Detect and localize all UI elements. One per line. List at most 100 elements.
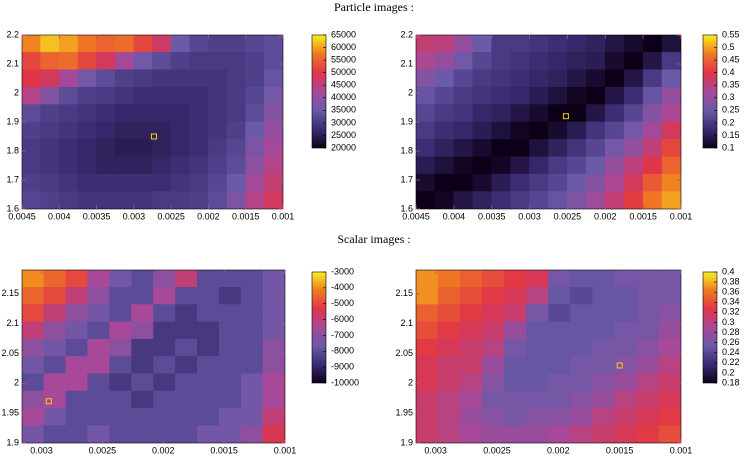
heat-cell bbox=[567, 104, 587, 123]
y-tick-label: 1.95 bbox=[395, 408, 413, 418]
x-tick-label: 0.004 bbox=[443, 211, 466, 221]
heat-cell bbox=[658, 373, 681, 392]
heat-cell bbox=[592, 425, 616, 443]
heat-cell bbox=[416, 287, 439, 305]
heat-cell bbox=[529, 121, 549, 140]
heat-cell bbox=[77, 121, 97, 140]
marker bbox=[150, 133, 157, 140]
heat-cell bbox=[526, 356, 549, 375]
heat-cell bbox=[623, 139, 644, 158]
heat-cell bbox=[131, 390, 154, 409]
y-tick-label: 1.95 bbox=[1, 408, 19, 418]
heat-cell bbox=[642, 156, 663, 175]
heat-cell bbox=[131, 408, 154, 426]
y-tick-label: 2.2 bbox=[400, 29, 413, 39]
heat-cell bbox=[170, 52, 191, 71]
heat-cell bbox=[77, 69, 97, 88]
heat-cell bbox=[434, 156, 455, 175]
heat-cell bbox=[491, 35, 511, 53]
colorbar-tick-label: 25000 bbox=[331, 130, 356, 140]
y-tick-label: 1.9 bbox=[6, 437, 19, 447]
heat-cell bbox=[510, 35, 530, 53]
heat-cell bbox=[636, 356, 660, 375]
heat-cell bbox=[504, 408, 527, 426]
heat-cell bbox=[264, 156, 283, 175]
heat-cell bbox=[43, 338, 67, 357]
heat-cell bbox=[133, 86, 153, 105]
heat-cell bbox=[510, 104, 530, 123]
colorbar-tick-label: -4000 bbox=[331, 282, 354, 292]
heat-cell bbox=[623, 104, 644, 123]
x-tick-label: 0.002 bbox=[547, 445, 570, 455]
heat-cell bbox=[416, 69, 436, 88]
heat-cell bbox=[586, 69, 606, 88]
heat-cell bbox=[189, 35, 209, 53]
heat-cell bbox=[152, 173, 172, 192]
heat-cell bbox=[491, 104, 511, 123]
heat-cell bbox=[109, 287, 132, 305]
colorbar-tick-label: 65000 bbox=[331, 29, 356, 39]
heat-cell bbox=[226, 52, 247, 71]
heat-cell bbox=[437, 390, 461, 409]
heat-cell bbox=[262, 390, 285, 409]
heat-cell bbox=[642, 35, 663, 53]
heat-cell bbox=[416, 156, 436, 175]
heat-cell bbox=[481, 304, 505, 323]
heat-cell bbox=[152, 104, 172, 123]
heat-cell bbox=[604, 191, 625, 209]
heat-cell bbox=[133, 121, 153, 140]
heat-cell bbox=[226, 121, 247, 140]
heat-cell bbox=[226, 139, 247, 158]
heat-cell bbox=[614, 356, 638, 375]
heat-cell bbox=[109, 356, 132, 375]
heat-cell bbox=[245, 104, 265, 123]
heat-cell bbox=[472, 173, 493, 192]
heat-cell bbox=[416, 173, 436, 192]
y-tick-label: 1.9 bbox=[400, 116, 413, 126]
heat-cell bbox=[472, 156, 493, 175]
heat-cell bbox=[459, 425, 483, 443]
colorbar-tick-label: -5000 bbox=[331, 298, 354, 308]
colorbar-tick-label: 0.35 bbox=[722, 80, 740, 90]
heat-cell bbox=[614, 408, 638, 426]
heat-cell bbox=[567, 35, 587, 53]
heat-cell bbox=[416, 139, 436, 158]
heat-cell bbox=[170, 86, 191, 105]
x-tick-label: 0.002 bbox=[197, 211, 220, 221]
heat-cell bbox=[586, 121, 606, 140]
heat-cell bbox=[197, 356, 220, 375]
heat-cell bbox=[614, 304, 638, 323]
heat-cell bbox=[604, 139, 625, 158]
heat-cell bbox=[614, 270, 638, 288]
heat-cell bbox=[87, 425, 110, 443]
heat-cell bbox=[133, 69, 153, 88]
heat-cell bbox=[453, 35, 474, 53]
heat-cell bbox=[109, 304, 132, 323]
heat-cell bbox=[592, 304, 616, 323]
heat-cell bbox=[22, 139, 41, 158]
heat-cell bbox=[131, 270, 154, 288]
heat-cell bbox=[504, 390, 527, 409]
heat-cell bbox=[416, 356, 439, 375]
heat-cell bbox=[175, 287, 198, 305]
heat-cell bbox=[58, 173, 79, 192]
x-tick-label: 0.0015 bbox=[606, 445, 634, 455]
heat-cell bbox=[504, 321, 527, 340]
heat-cell bbox=[416, 86, 436, 105]
heat-cell bbox=[65, 321, 89, 340]
heat-cell bbox=[208, 86, 228, 105]
heat-cell bbox=[437, 270, 461, 288]
heat-cell bbox=[529, 35, 549, 53]
heat-cell bbox=[526, 270, 549, 288]
heat-cell bbox=[416, 390, 439, 409]
colorbar-tick-label: -6000 bbox=[331, 314, 354, 324]
heat-cell bbox=[226, 35, 247, 53]
heat-cell bbox=[240, 425, 264, 443]
heat-cell bbox=[40, 104, 60, 123]
heat-cell bbox=[623, 173, 644, 192]
heat-cell bbox=[658, 408, 681, 426]
heat-cell bbox=[96, 35, 116, 53]
y-tick-label: 2.1 bbox=[6, 318, 19, 328]
colorbar-tick-label: 0.25 bbox=[722, 105, 740, 115]
heat-cell bbox=[481, 270, 505, 288]
